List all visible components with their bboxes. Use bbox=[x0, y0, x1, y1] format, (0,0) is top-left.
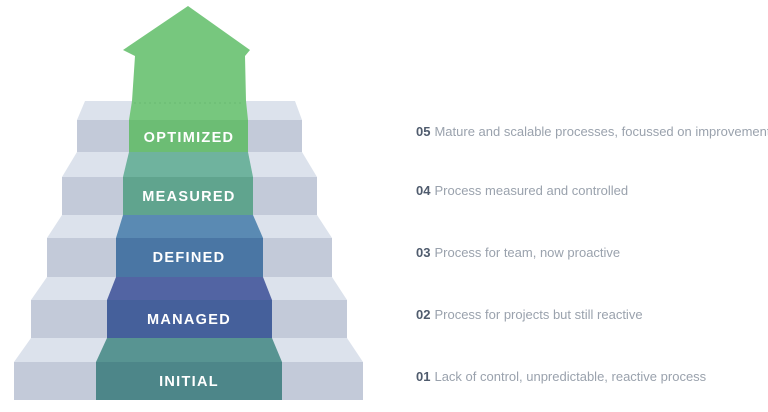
level-description: Process for projects but still reactive bbox=[434, 307, 643, 322]
level-description-row-03: 03 Process for team, now proactive bbox=[416, 245, 620, 261]
carpet-riser-optimized bbox=[129, 120, 248, 152]
level-number: 02 bbox=[416, 307, 431, 322]
level-descriptions: 05 Mature and scalable processes, focusse… bbox=[416, 0, 768, 412]
level-label-defined: DEFINED bbox=[153, 250, 226, 266]
level-description: Process for team, now proactive bbox=[434, 245, 621, 260]
carpet-riser-measured bbox=[123, 177, 253, 215]
carpet-tread-measured bbox=[123, 152, 253, 177]
level-description-row-02: 02 Process for projects but still reactiv… bbox=[416, 307, 643, 323]
level-description: Lack of control, unpredictable, reactive… bbox=[434, 369, 707, 384]
level-description: Mature and scalable processes, focussed … bbox=[434, 124, 768, 139]
carpet-riser-managed bbox=[107, 300, 272, 338]
carpet-riser-defined bbox=[116, 238, 263, 277]
level-label-measured: MEASURED bbox=[142, 189, 235, 205]
staircase-graphic: OPTIMIZED MEASURED DEFINED MANAGED INITI… bbox=[14, 6, 363, 400]
carpet-tread-defined bbox=[116, 215, 263, 238]
level-number: 05 bbox=[416, 124, 431, 139]
level-label-optimized: OPTIMIZED bbox=[144, 130, 235, 146]
level-number: 03 bbox=[416, 245, 431, 260]
level-number: 01 bbox=[416, 369, 431, 384]
level-description: Process measured and controlled bbox=[434, 183, 629, 198]
arrow-up-icon bbox=[123, 6, 250, 120]
level-label-initial: INITIAL bbox=[159, 374, 219, 390]
carpet-tread-managed bbox=[107, 277, 272, 300]
level-description-row-01: 01 Lack of control, unpredictable, reacti… bbox=[416, 369, 706, 385]
level-number: 04 bbox=[416, 183, 431, 198]
level-description-row-05: 05 Mature and scalable processes, focusse… bbox=[416, 124, 768, 140]
carpet-riser-initial bbox=[96, 362, 282, 400]
level-description-row-04: 04 Process measured and controlled bbox=[416, 183, 628, 199]
level-label-managed: MANAGED bbox=[147, 312, 231, 328]
carpet-tread-initial bbox=[96, 338, 282, 362]
